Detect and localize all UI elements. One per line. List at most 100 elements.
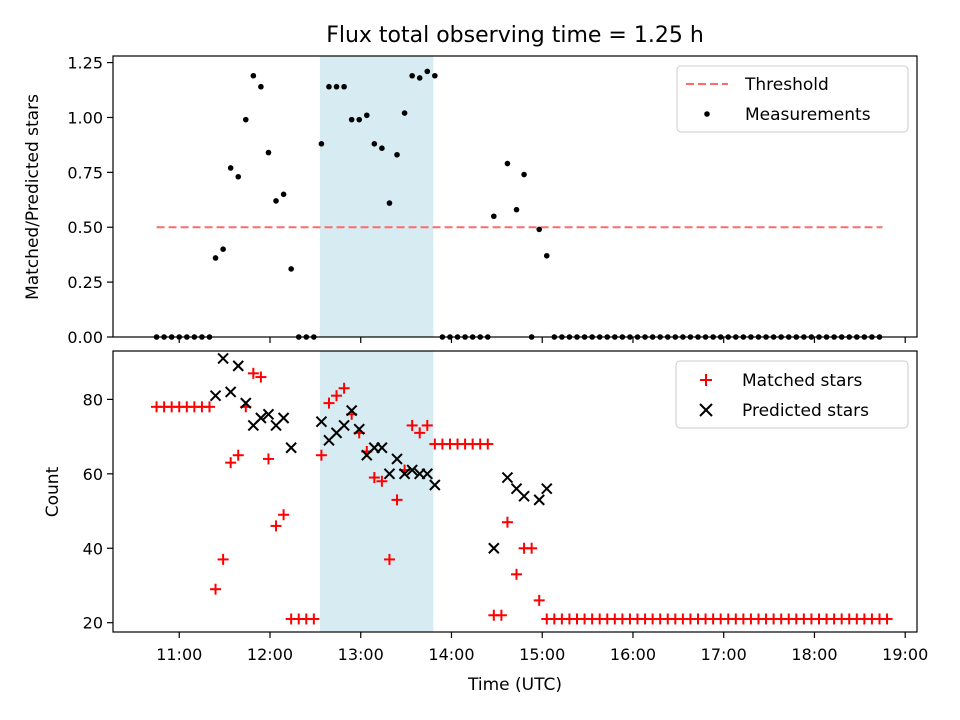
top-legend: Threshold Measurements [676,65,909,133]
matched-star-point [368,472,380,484]
matched-star-point [315,449,327,461]
measurement-point [250,72,257,79]
y-tick-label: 1.25 [67,54,103,73]
predicted-star-point [383,468,396,480]
matched-star-point [414,427,426,439]
y-tick-label: 80 [83,390,103,409]
measurement-point [536,226,542,233]
measurement-point [543,252,550,259]
measurement-point [416,75,423,81]
measurement-point [394,151,400,158]
matched-star-point [383,553,395,565]
predicted-star-point [209,389,222,402]
top-y-axis: 0.00 0.25 0.50 0.75 1.00 1.25 [67,54,113,347]
y-tick-label: 0.00 [67,328,103,347]
matched-star-point [203,401,215,413]
x-axis-label: Time (UTC) [467,675,562,695]
bottom-plot-frame [112,350,918,633]
predicted-star-point [518,490,530,502]
measurement-point [424,68,431,75]
measurement-point [265,149,272,156]
predicted-star-point [315,416,328,428]
matched-star-point [270,520,282,532]
y-tick-label: 0.75 [67,163,103,182]
predicted-star-point [541,483,553,495]
x-tick-label: 13:00 [338,645,384,664]
predicted-star-point [217,352,229,365]
predicted-star-point [353,423,365,435]
y-tick-label: 0.25 [67,273,103,292]
matched-star-point [225,457,237,469]
top-panel: 0.00 0.25 0.50 0.75 1.00 1.25 Matched/Predict… [23,54,918,347]
matched-star-point [526,542,538,554]
matched-star-point [376,475,388,487]
x-tick-label: 18:00 [791,645,837,664]
y-tick-label: 0.50 [67,218,103,237]
top-y-axis-label: Matched/Predicted stars [23,94,43,300]
predicted-star-point [406,464,418,476]
measurement-point [504,160,511,167]
measurement-point [379,145,385,152]
measurement-point [363,112,370,119]
matched-star-point [421,419,433,431]
predicted-star-point [376,442,388,454]
y-tick-label: 1.00 [67,108,103,127]
measurement-point [212,255,219,261]
x-tick-label: 12:00 [247,645,293,664]
bottom-shaded-region [319,351,434,632]
measurement-point [280,191,287,198]
measurement-point [235,173,242,180]
matched-star-point [278,509,290,521]
measurement-point [401,110,408,116]
x-tick-label: 16:00 [610,645,656,664]
measurement-point [288,266,294,272]
predicted-star-point [255,412,267,424]
predicted-star-point [285,442,297,454]
matched-star-point [511,568,523,580]
x-tick-label: 14:00 [428,645,474,664]
bottom-x-axis: 11:00 12:00 13:00 14:00 15:00 16:00 17:00 18:00… [156,632,928,664]
predicted-star-point [501,471,514,484]
matched-star-point [255,371,267,383]
legend-matched-label: Matched stars [742,371,862,391]
predicted-star-point [240,397,252,409]
measurement-point [491,213,497,220]
legend-threshold-label: Threshold [744,75,829,95]
matched-star-point [308,613,320,625]
measurement-point [386,200,393,206]
predicted-star-point [224,386,237,398]
x-tick-label: 15:00 [519,645,565,664]
legend-predicted-label: Predicted stars [742,401,869,421]
measurement-point [333,83,340,90]
matched-star-point [533,594,545,606]
predicted-star-point [429,479,441,491]
bottom-legend: Matched stars Predicted stars [675,360,909,429]
top-shaded-region [319,56,434,337]
measurement-point [513,206,520,213]
matched-star-point [501,516,513,528]
matched-star-point [881,613,893,625]
bottom-legend-box [675,360,909,429]
chart-title: Flux total observing time = 1.25 h [326,23,704,48]
measurement-point [242,116,249,123]
matched-star-point [331,390,343,402]
predicted-star-point [338,419,350,432]
y-tick-label: 60 [83,465,103,484]
bottom-predicted-marks [209,352,553,554]
measurement-point [356,116,363,123]
measurement-point [348,116,355,123]
predicted-star-point [345,404,358,417]
predicted-star-point [533,494,545,506]
measurement-point [258,83,264,90]
predicted-star-point [398,468,411,480]
measurement-point [521,171,527,178]
legend-matched-swatch [700,374,712,386]
bottom-y-axis-label: Count [43,466,63,517]
x-tick-label: 11:00 [156,645,202,664]
top-plot-frame [112,55,918,338]
matched-star-point [210,583,222,595]
measurement-point [273,198,279,204]
measurement-point [432,72,438,79]
matched-star-point [262,453,274,465]
